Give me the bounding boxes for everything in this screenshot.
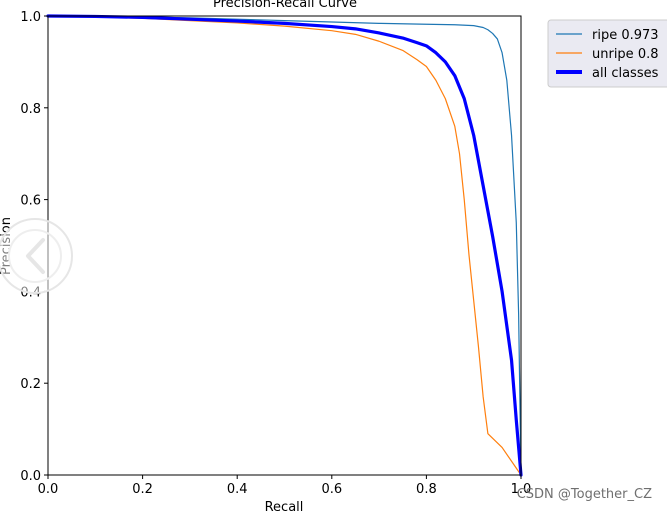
legend-label-0: ripe 0.973 — [592, 28, 659, 43]
series-line-2 — [46, 14, 523, 477]
x-tick-label: 0.6 — [321, 482, 342, 497]
watermark-text: CSDN @Together_CZ — [517, 487, 652, 502]
y-tick-label: 1.0 — [20, 10, 41, 25]
chart-title: Precision-Recall Curve — [213, 0, 357, 11]
legend-label-2: all classes — [592, 66, 659, 81]
y-tick-label: 0.6 — [20, 194, 41, 209]
series-line-1 — [47, 15, 522, 476]
x-tick-label: 0.8 — [416, 482, 437, 497]
x-tick-label: 0.4 — [227, 482, 248, 497]
plot-frame — [47, 15, 522, 476]
x-tick-label: 0.0 — [38, 482, 59, 497]
x-axis: 0.0 0.2 0.4 0.6 0.8 1.0 — [38, 475, 532, 497]
y-tick-label: 0.2 — [20, 377, 41, 392]
legend-items: ripe 0.973 unripe 0.8 all classes — [556, 28, 659, 81]
series-line-0 — [47, 15, 522, 476]
plot-area: 0.0 0.2 0.4 0.6 0.8 1.0 0.0 0.2 0.4 0.6 0.8 1.0 — [20, 10, 531, 497]
y-tick-label: 0.0 — [20, 469, 41, 484]
series-layer — [46, 14, 523, 477]
y-axis: 0.00.20.40.60.81.0 — [20, 10, 48, 484]
legend: ripe 0.973 unripe 0.8 all classes — [547, 19, 667, 88]
x-tick-label: 1.0 — [511, 482, 532, 497]
x-axis-title: Recall — [265, 500, 304, 511]
y-tick-label: 0.8 — [20, 102, 41, 117]
legend-label-1: unripe 0.8 — [592, 47, 659, 62]
circle-badge-icon — [0, 218, 73, 294]
x-tick-label: 0.2 — [132, 482, 153, 497]
